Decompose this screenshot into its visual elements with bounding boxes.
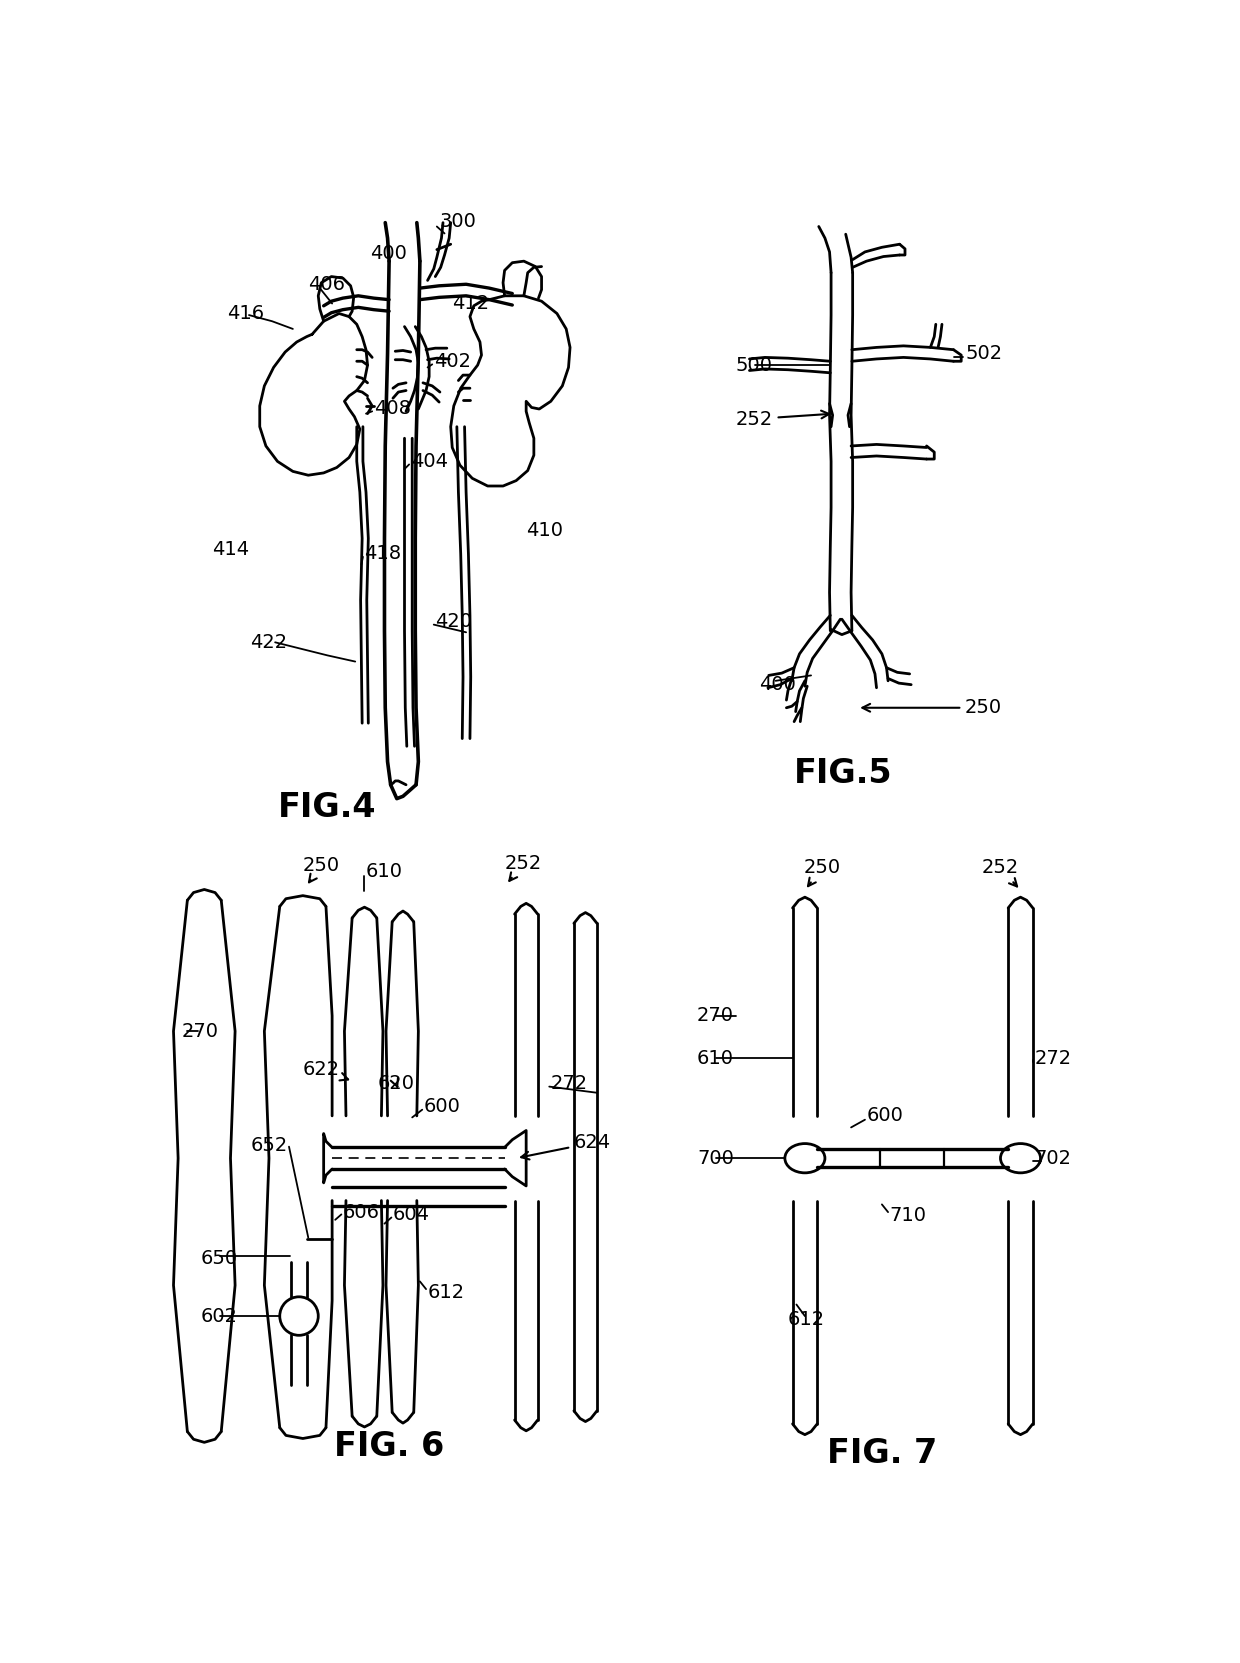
Text: 408: 408 [373,399,410,419]
Text: 400: 400 [759,675,796,693]
Text: 410: 410 [526,521,563,540]
Text: 270: 270 [697,1006,734,1026]
Text: 600: 600 [424,1098,460,1116]
Text: 402: 402 [434,353,471,371]
Text: 406: 406 [309,274,345,294]
Text: 412: 412 [453,294,490,313]
Text: 610: 610 [697,1049,734,1068]
Text: 250: 250 [804,858,841,886]
Text: 622: 622 [303,1059,348,1081]
Text: 620: 620 [377,1074,414,1093]
Text: 612: 612 [428,1284,465,1302]
Text: 252: 252 [505,853,542,881]
Text: 272: 272 [1034,1049,1071,1068]
Text: 604: 604 [393,1206,430,1224]
Text: 250: 250 [303,856,340,883]
Text: 252: 252 [735,409,830,429]
Text: 500: 500 [735,356,773,374]
Text: 606: 606 [343,1202,379,1222]
Text: 612: 612 [787,1310,825,1329]
Text: 702: 702 [1034,1149,1071,1167]
Text: 600: 600 [867,1106,904,1126]
Text: 610: 610 [366,863,403,881]
Text: 418: 418 [365,544,402,564]
Text: 250: 250 [862,698,1002,717]
Text: 270: 270 [181,1021,218,1041]
Text: FIG.5: FIG.5 [794,757,893,790]
Text: 404: 404 [410,452,448,471]
Text: 502: 502 [965,344,1002,363]
Text: 652: 652 [250,1136,288,1154]
Text: 624: 624 [521,1133,611,1159]
Text: 650: 650 [201,1249,238,1267]
Text: 710: 710 [889,1206,926,1226]
Text: 414: 414 [212,540,249,559]
Text: 420: 420 [435,612,472,630]
Text: 252: 252 [982,858,1019,886]
Text: 422: 422 [250,634,288,652]
Text: 700: 700 [697,1149,734,1167]
Text: 272: 272 [551,1074,588,1093]
Text: 300: 300 [439,211,476,231]
Text: 602: 602 [201,1307,237,1325]
Text: 416: 416 [227,304,264,323]
Text: FIG.4: FIG.4 [278,792,377,825]
Text: FIG. 6: FIG. 6 [334,1430,444,1463]
Text: FIG. 7: FIG. 7 [827,1437,937,1470]
Text: 400: 400 [370,244,407,263]
